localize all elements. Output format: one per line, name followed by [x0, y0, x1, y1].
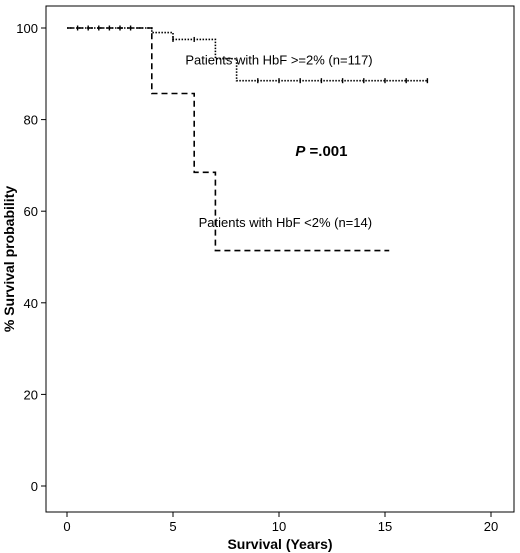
- annotations: Patients with HbF >=2% (n=117) Patients w…: [185, 53, 372, 231]
- x-tick-label: 15: [378, 519, 392, 534]
- x-tick-label: 5: [169, 519, 176, 534]
- series-group: [67, 25, 429, 252]
- y-axis-ticks: 0 20 40 60 80 100: [16, 21, 46, 494]
- series-annotation: Patients with HbF >=2% (n=117): [185, 53, 372, 68]
- plot-frame: [45, 5, 515, 513]
- y-tick-label: 40: [24, 296, 38, 311]
- x-axis-title: Survival (Years): [227, 536, 332, 552]
- p-value-text: =.001: [305, 143, 347, 160]
- x-tick-label: 10: [272, 519, 286, 534]
- y-tick-label: 80: [24, 113, 38, 128]
- series-annotation: Patients with HbF <2% (n=14): [199, 215, 372, 230]
- p-value-label: P =.001: [295, 143, 347, 160]
- y-tick-label: 20: [24, 387, 38, 402]
- p-value-symbol: P: [295, 143, 306, 160]
- y-tick-label: 0: [31, 479, 38, 494]
- y-tick-label: 60: [24, 204, 38, 219]
- y-tick-label: 100: [16, 21, 38, 36]
- series-line-1: [67, 27, 390, 252]
- y-axis-title: % Survival probability: [1, 186, 17, 332]
- x-axis-ticks: 0 5 10 15 20: [63, 512, 498, 534]
- x-tick-label: 0: [63, 519, 70, 534]
- x-tick-label: 20: [484, 519, 498, 534]
